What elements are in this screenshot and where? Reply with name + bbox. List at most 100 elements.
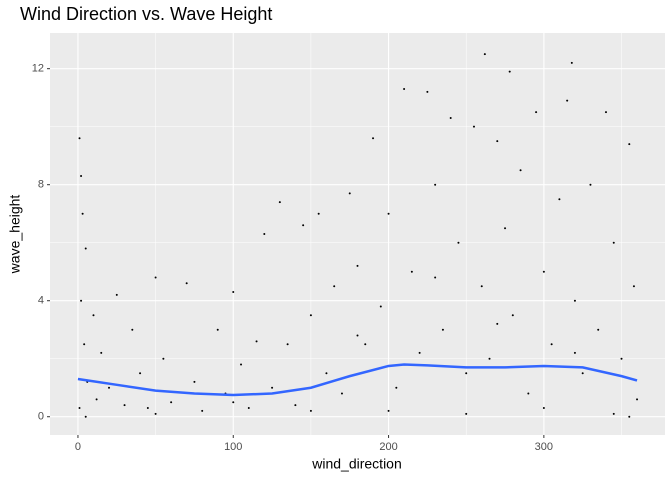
point [317,212,320,215]
point [100,351,103,354]
point [84,415,87,418]
point [566,99,569,102]
point [472,125,475,128]
point [115,293,118,296]
point [612,412,615,415]
point [201,409,204,412]
point [403,87,406,90]
point [162,357,165,360]
point [589,183,592,186]
point [379,305,382,308]
point [154,276,157,279]
point [558,198,561,201]
point [457,241,460,244]
y-tick-label: 4 [38,295,44,307]
point [232,401,235,404]
point [294,404,297,407]
point [356,264,359,267]
y-axis-title: wave_height [7,195,23,275]
point [286,343,289,346]
chart-title: Wind Direction vs. Wave Height [20,4,272,24]
point [333,285,336,288]
point [78,137,81,140]
point [247,407,250,410]
point [511,314,514,317]
point [519,169,522,172]
point [434,183,437,186]
point [465,412,468,415]
point [465,372,468,375]
point [309,409,312,412]
point [570,61,573,64]
point [542,270,545,273]
point [449,116,452,119]
point [185,282,188,285]
x-tick-label: 100 [224,441,242,453]
point [434,276,437,279]
y-tick-label: 8 [38,179,44,191]
point [488,357,491,360]
point [80,174,83,177]
point [340,392,343,395]
point [535,111,538,114]
point [78,407,81,410]
point [123,404,126,407]
point [604,111,607,114]
point [426,90,429,93]
point [441,328,444,331]
x-tick-label: 0 [75,441,81,453]
point [146,407,149,410]
point [139,372,142,375]
point [628,415,631,418]
point [271,386,274,389]
x-tick-label: 200 [379,441,397,453]
point [632,285,635,288]
point [325,372,328,375]
point [348,192,351,195]
point [364,343,367,346]
point [636,398,639,401]
point [620,357,623,360]
point [83,343,86,346]
point [278,201,281,204]
point [108,386,111,389]
point [240,363,243,366]
point [232,291,235,294]
point [263,233,266,235]
point [387,212,390,215]
y-tick-label: 12 [32,63,44,75]
point [483,53,486,56]
point [372,137,375,140]
point [255,340,258,343]
point [581,372,584,375]
point [418,351,421,354]
point [573,351,576,354]
point [496,140,499,143]
point [597,328,600,331]
point [527,392,530,395]
point [628,143,631,146]
point [154,412,157,415]
point [193,380,196,383]
smooth-line [77,363,638,397]
point [573,299,576,302]
point [480,285,483,288]
point [131,328,134,331]
point [216,328,219,331]
x-tick-label: 300 [535,441,553,453]
point [504,227,507,230]
panel [50,33,665,435]
point [496,322,499,325]
point [81,212,84,215]
point [612,241,615,244]
point [550,343,553,346]
point [80,299,83,302]
point [356,334,359,337]
x-axis-title: wind_direction [311,456,402,472]
point [387,409,390,412]
point [95,398,98,401]
y-tick-label: 0 [38,411,44,423]
point [92,314,95,317]
point [395,386,398,389]
